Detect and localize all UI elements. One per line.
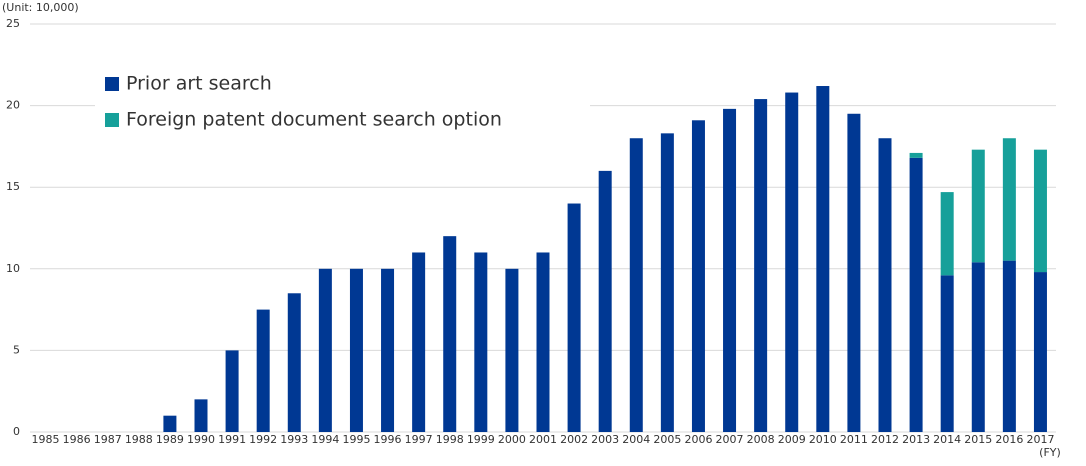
- unit-label: (Unit: 10,000): [2, 1, 79, 14]
- bar: [567, 203, 581, 432]
- legend-label: Prior art search: [126, 73, 272, 95]
- x-tick-label: 2005: [653, 433, 681, 446]
- bar: [971, 149, 985, 263]
- x-tick-label: 1987: [94, 433, 122, 446]
- bar: [318, 268, 332, 432]
- x-tick-label: 1996: [374, 433, 402, 446]
- bar: [629, 138, 643, 433]
- bar: [1002, 260, 1016, 432]
- x-tick-label: 2015: [964, 433, 992, 446]
- x-tick-label: 1990: [187, 433, 215, 446]
- bar: [287, 293, 301, 432]
- x-tick-label: 1985: [32, 433, 60, 446]
- x-tick-label: 2011: [840, 433, 868, 446]
- x-tick-label: 2014: [933, 433, 961, 446]
- bar: [754, 99, 768, 433]
- x-tick-label: 1995: [342, 433, 370, 446]
- bar: [443, 236, 457, 432]
- bar: [536, 252, 550, 432]
- legend-swatch: [105, 113, 119, 127]
- bar: [847, 113, 861, 432]
- bar: [163, 415, 177, 432]
- legend-label: Foreign patent document search option: [126, 109, 502, 131]
- x-axis-label: (FY): [1039, 446, 1061, 459]
- x-tick-label: 2010: [809, 433, 837, 446]
- x-tick-label: 1986: [63, 433, 91, 446]
- x-tick-label: 2009: [778, 433, 806, 446]
- bar: [598, 170, 612, 432]
- x-tick-label: 2003: [591, 433, 619, 446]
- bar: [660, 133, 674, 432]
- bar: [816, 86, 830, 433]
- x-tick-label: 1988: [125, 433, 153, 446]
- bar: [785, 92, 799, 432]
- bar: [381, 268, 395, 432]
- bar: [940, 275, 954, 432]
- bar: [474, 252, 488, 432]
- x-tick-label: 1989: [156, 433, 184, 446]
- x-tick-label: 1994: [311, 433, 339, 446]
- x-tick-label: 2007: [716, 433, 744, 446]
- bar: [1033, 272, 1047, 432]
- x-tick-label: 1998: [436, 433, 464, 446]
- x-tick-label: 1991: [218, 433, 246, 446]
- bar: [225, 350, 239, 432]
- x-tick-label: 1993: [280, 433, 308, 446]
- x-tick-label: 2004: [622, 433, 650, 446]
- bar: [971, 262, 985, 432]
- x-tick-label: 1999: [467, 433, 495, 446]
- bar: [723, 108, 737, 432]
- x-tick-label: 1992: [249, 433, 277, 446]
- x-tick-label: 2008: [747, 433, 775, 446]
- x-tick-label: 2013: [902, 433, 930, 446]
- bar: [909, 152, 923, 158]
- y-tick-label: 10: [6, 262, 20, 275]
- bar: [909, 157, 923, 432]
- bar: [1033, 149, 1047, 273]
- x-tick-label: 2000: [498, 433, 526, 446]
- bar: [349, 268, 363, 432]
- x-tick-label: 2002: [560, 433, 588, 446]
- y-tick-label: 5: [13, 343, 20, 356]
- bar: [691, 120, 705, 433]
- x-tick-label: 2017: [1026, 433, 1054, 446]
- x-tick-label: 1997: [405, 433, 433, 446]
- bar: [1002, 138, 1016, 261]
- legend-swatch: [105, 77, 119, 91]
- x-tick-label: 2012: [871, 433, 899, 446]
- legend-background: [95, 62, 590, 142]
- bar: [505, 268, 519, 432]
- x-tick-label: 2006: [684, 433, 712, 446]
- y-tick-label: 25: [6, 17, 20, 30]
- y-tick-label: 15: [6, 180, 20, 193]
- bar: [940, 192, 954, 276]
- bar: [412, 252, 426, 432]
- x-tick-label: 2016: [995, 433, 1023, 446]
- x-tick-label: 2001: [529, 433, 557, 446]
- bar: [194, 399, 208, 432]
- y-tick-label: 0: [13, 425, 20, 438]
- bar: [256, 309, 270, 432]
- y-tick-label: 20: [6, 99, 20, 112]
- bar: [878, 138, 892, 433]
